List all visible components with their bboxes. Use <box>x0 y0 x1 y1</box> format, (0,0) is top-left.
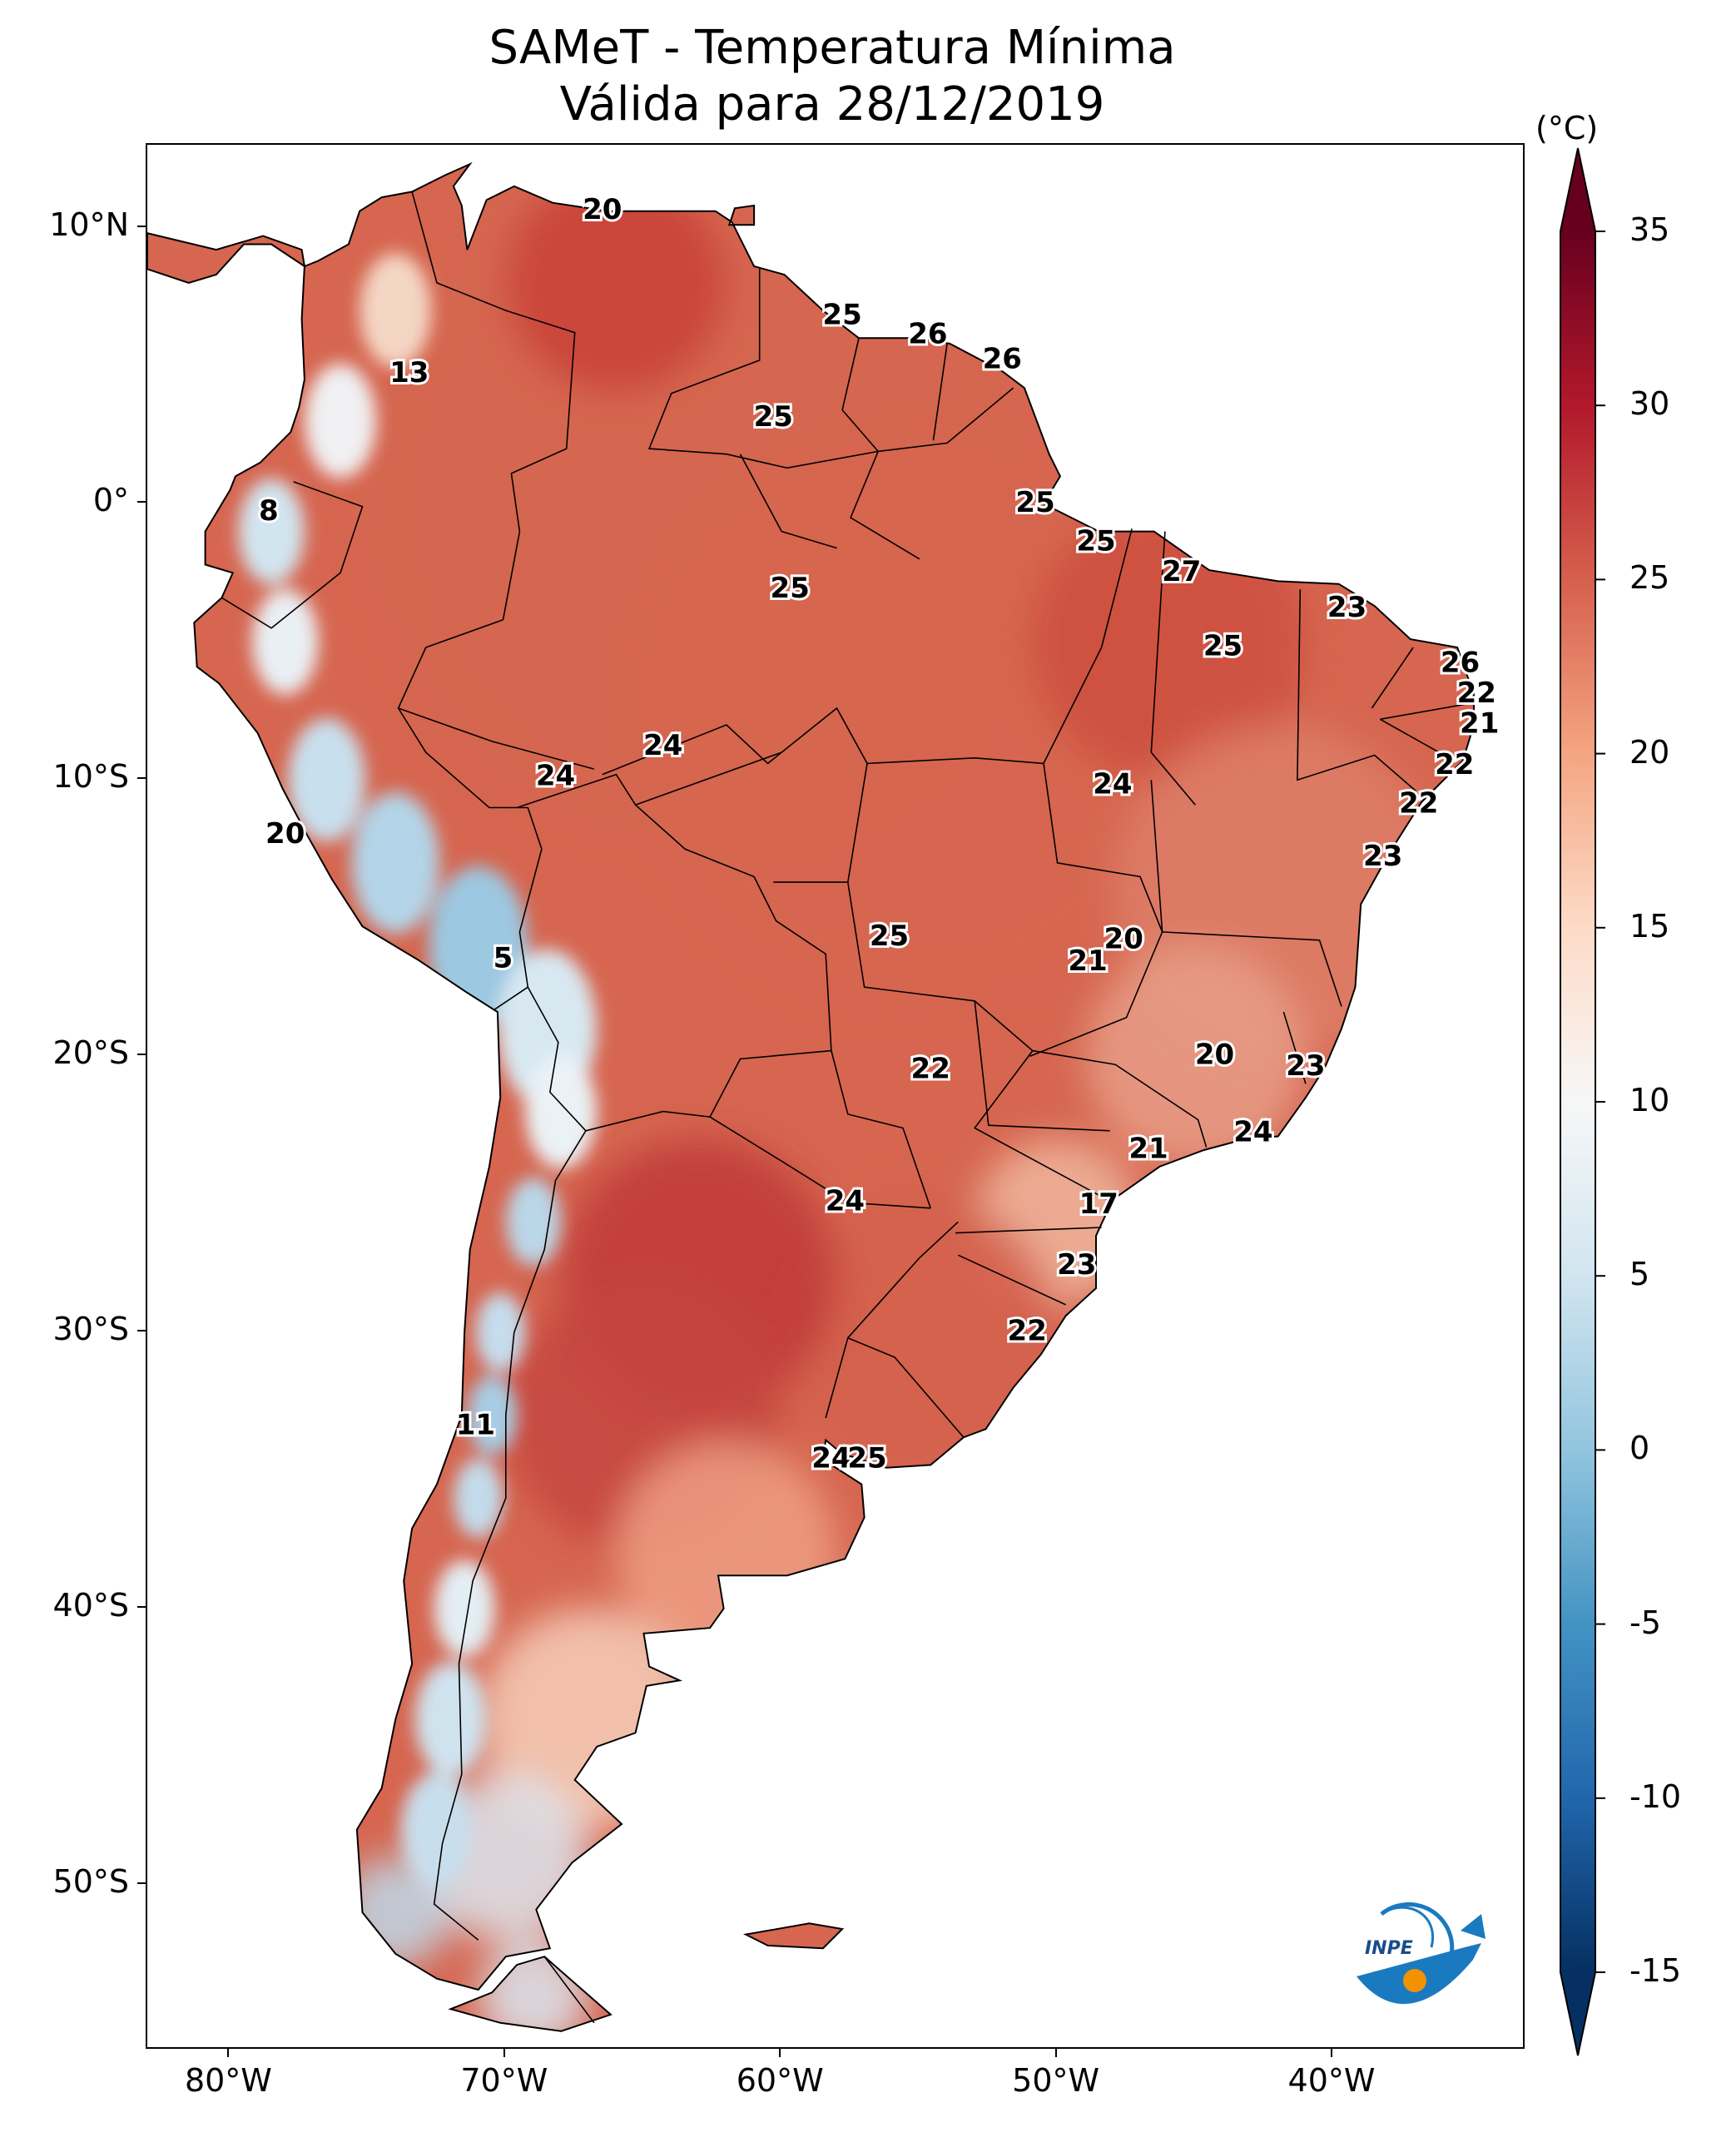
value-label: 23 <box>1286 1049 1325 1083</box>
longitude-tick-label: 50°W <box>1012 2062 1100 2099</box>
coastline <box>147 161 1475 2032</box>
value-label: 20 <box>1195 1039 1234 1072</box>
colorbar-tick-label: 5 <box>1629 1256 1650 1293</box>
longitude-tick-label: 60°W <box>736 2062 824 2099</box>
colorbar-tick-label: -5 <box>1629 1604 1661 1641</box>
latitude-tick-mark <box>137 225 146 227</box>
value-label: 8 <box>259 494 279 528</box>
land-temperature-field <box>147 164 1474 2031</box>
latitude-tick-mark <box>137 1605 146 1608</box>
map-title: SAMeT - Temperatura Mínima <box>489 21 1176 75</box>
latitude-tick-label: 10°S <box>52 758 129 796</box>
latitude-tick-label: 20°S <box>52 1034 129 1072</box>
value-label: 23 <box>1327 591 1366 624</box>
map-subtitle: Válida para 28/12/2019 <box>559 77 1105 131</box>
value-label: 25 <box>822 298 861 331</box>
colorbar-gradient <box>1560 231 1595 1972</box>
value-label: 25 <box>1015 486 1054 519</box>
value-label: 23 <box>1363 840 1402 873</box>
value-label: 22 <box>1399 787 1438 821</box>
latitude-tick-mark <box>137 1054 146 1056</box>
value-label: 22 <box>1435 748 1474 781</box>
colorbar <box>1560 147 1605 2056</box>
value-label: 21 <box>1460 707 1499 741</box>
colorbar-tick-label: 25 <box>1629 559 1670 597</box>
value-label: 24 <box>643 729 682 762</box>
value-label: 22 <box>1457 677 1496 710</box>
value-label: 17 <box>1079 1188 1118 1221</box>
value-label: 21 <box>1128 1133 1168 1166</box>
latitude-tick-label: 0° <box>92 482 129 519</box>
latitude-tick-mark <box>137 1330 146 1332</box>
longitude-tick-mark <box>779 2049 781 2057</box>
value-label: 13 <box>389 356 429 389</box>
value-label: 20 <box>265 817 305 850</box>
value-label: 25 <box>1203 630 1242 663</box>
value-label: 25 <box>1076 524 1115 558</box>
map-panel: 20 25 26 26 13 25 8 25 25 25 27 23 25 26 22 21 22 22 24 24 2… <box>146 143 1525 2049</box>
latitude-tick-label: 10°N <box>49 206 129 243</box>
colorbar-tick-label: 0 <box>1629 1430 1650 1467</box>
value-label: 25 <box>771 572 810 605</box>
value-label: 20 <box>1104 922 1143 955</box>
colorbar-tick-label: 10 <box>1629 1082 1670 1118</box>
colorbar-tick-label: 30 <box>1629 385 1670 423</box>
longitude-tick-mark <box>1054 2049 1057 2057</box>
inpe-logo: INPE <box>1357 1902 1486 2005</box>
longitude-tick-label: 40°W <box>1287 2062 1376 2099</box>
longitude-tick-mark <box>503 2049 505 2057</box>
country-state-borders <box>221 191 1475 2024</box>
value-label: 26 <box>1441 646 1480 679</box>
latitude-tick-mark <box>137 501 146 503</box>
value-label: 25 <box>870 920 909 953</box>
value-label: 27 <box>1162 555 1201 588</box>
value-label: 24 <box>811 1441 851 1475</box>
colorbar-min-arrow <box>1560 1972 1595 2055</box>
value-label: 23 <box>1057 1248 1096 1282</box>
latitude-tick-label: 40°S <box>52 1586 129 1624</box>
value-label: 25 <box>754 400 793 434</box>
colorbar-tick-label: -15 <box>1629 1952 1682 1989</box>
latitude-tick-mark <box>137 777 146 780</box>
value-label: 25 <box>847 1441 886 1475</box>
longitude-tick-mark <box>227 2049 230 2057</box>
value-label: 22 <box>1008 1315 1047 1348</box>
value-label: 24 <box>536 760 575 793</box>
latitude-tick-label: 50°S <box>52 1862 129 1900</box>
latitude-tick-label: 30°S <box>52 1311 129 1348</box>
value-label: 24 <box>826 1185 865 1218</box>
value-label: 22 <box>911 1052 950 1085</box>
value-label: 21 <box>1068 945 1107 978</box>
value-label: 20 <box>583 193 622 226</box>
value-label: 24 <box>1233 1116 1272 1149</box>
longitude-tick-label: 80°W <box>184 2062 272 2099</box>
colorbar-tick-label: 20 <box>1629 733 1670 771</box>
longitude-tick-label: 70°W <box>460 2062 548 2099</box>
value-label: 26 <box>908 318 947 351</box>
value-label: 26 <box>983 342 1022 375</box>
value-label: 11 <box>456 1408 495 1441</box>
colorbar-max-arrow <box>1560 148 1595 231</box>
value-label: 5 <box>494 942 513 975</box>
value-label: 24 <box>1093 768 1132 801</box>
colorbar-tick-label: -10 <box>1629 1778 1682 1815</box>
colorbar-tick-label: 35 <box>1629 211 1670 248</box>
inpe-logo-text: INPE <box>1365 1938 1413 1959</box>
colorbar-tick-label: 15 <box>1629 907 1670 945</box>
latitude-tick-mark <box>137 1882 146 1884</box>
colorbar-unit-label: (°C) <box>1535 110 1599 146</box>
longitude-tick-mark <box>1331 2049 1333 2057</box>
